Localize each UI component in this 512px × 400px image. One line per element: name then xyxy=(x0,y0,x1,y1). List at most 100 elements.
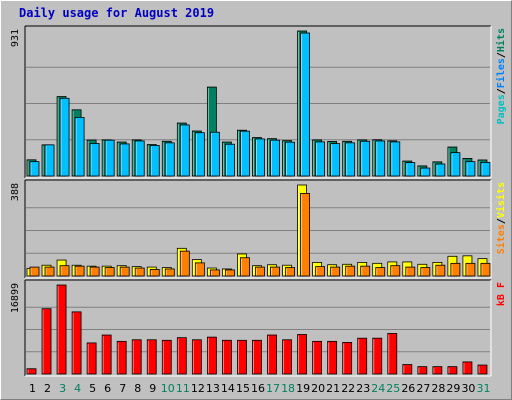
bar-files-day-24 xyxy=(375,140,386,177)
panel-1-max-label: 931 xyxy=(10,29,21,47)
bar-files-day-21 xyxy=(330,143,341,177)
x-tick-label-day-4: 4 xyxy=(74,382,81,395)
bar-sites-day-4 xyxy=(74,265,85,277)
legend-files: Files xyxy=(495,58,507,88)
bar-sites-day-20 xyxy=(315,266,326,277)
bar-files-day-31 xyxy=(480,162,491,177)
legend-sites: Sites xyxy=(495,224,507,254)
bar-kb-f-day-18 xyxy=(282,339,292,375)
panel-2-background xyxy=(25,180,491,278)
bar-kb-f-day-14 xyxy=(222,339,232,375)
bar-sites-day-26 xyxy=(405,266,416,277)
bar-kb-f-day-9 xyxy=(146,339,157,375)
bar-files-day-12 xyxy=(194,132,205,177)
x-tick-label-day-20: 20 xyxy=(311,382,325,395)
x-tick-label-day-23: 23 xyxy=(356,382,370,395)
bar-sites-day-30 xyxy=(465,262,476,277)
bar-kb-f-day-21 xyxy=(327,340,338,375)
bar-sites-day-11 xyxy=(179,250,190,277)
x-tick-label-day-9: 9 xyxy=(149,382,156,395)
x-tick-label-day-16: 16 xyxy=(251,382,265,395)
bar-kb-f-day-26 xyxy=(402,364,413,375)
bar-sites-day-2 xyxy=(44,266,55,277)
x-tick-label-day-14: 14 xyxy=(221,382,235,395)
bar-kb-f-day-25 xyxy=(387,333,398,375)
bar-files-day-6 xyxy=(104,139,115,177)
legend-hits: Hits xyxy=(495,28,507,52)
x-tick-label-day-17: 17 xyxy=(266,382,280,395)
bar-files-day-1 xyxy=(29,161,40,177)
x-tick-label-day-2: 2 xyxy=(44,382,51,395)
bar-kb-f-day-23 xyxy=(357,337,368,375)
bar-kb-f-day-24 xyxy=(372,337,383,375)
bar-files-day-22 xyxy=(345,142,356,177)
x-tick-label-day-8: 8 xyxy=(134,382,141,395)
bar-sites-day-14 xyxy=(225,269,235,277)
bar-kb-f-day-27 xyxy=(417,366,428,375)
bar-sites-day-18 xyxy=(285,267,295,277)
bar-files-day-30 xyxy=(465,161,476,177)
bar-files-day-20 xyxy=(315,141,326,177)
x-tick-label-day-22: 22 xyxy=(341,382,355,395)
bar-kb-f-day-1 xyxy=(26,368,37,375)
bar-kb-f-day-29 xyxy=(447,366,458,375)
bar-files-day-7 xyxy=(119,143,130,177)
bar-kb-f-day-19 xyxy=(297,334,307,375)
x-tick-label-day-30: 30 xyxy=(461,382,475,395)
x-tick-label-day-12: 12 xyxy=(191,382,205,395)
legend-separator: / xyxy=(496,88,507,94)
bar-sites-day-9 xyxy=(149,269,160,277)
bar-sites-day-24 xyxy=(375,267,386,277)
x-tick-label-day-29: 29 xyxy=(446,382,460,395)
bar-kb-f-day-28 xyxy=(432,366,443,375)
bar-kb-f-day-7 xyxy=(116,340,127,375)
bar-files-day-27 xyxy=(420,167,431,177)
chart-title: Daily usage for August 2019 xyxy=(19,6,215,20)
x-tick-label-day-13: 13 xyxy=(206,382,220,395)
bar-files-day-16 xyxy=(255,138,265,177)
x-tick-label-day-25: 25 xyxy=(386,382,400,395)
legend-pages: Pages xyxy=(496,94,507,124)
bar-sites-day-21 xyxy=(330,266,341,277)
x-tick-label-day-3: 3 xyxy=(59,382,66,395)
bar-files-day-9 xyxy=(149,145,160,177)
x-tick-label-day-11: 11 xyxy=(176,382,190,395)
panel-2-legend: Sites/Visits xyxy=(495,182,507,254)
bar-kb-f-day-2 xyxy=(41,308,52,375)
bar-sites-day-31 xyxy=(480,262,491,277)
bar-kb-f-day-4 xyxy=(71,311,82,375)
bar-sites-day-6 xyxy=(104,267,115,277)
bar-files-day-15 xyxy=(240,130,250,177)
bar-sites-day-22 xyxy=(345,265,356,277)
bar-sites-day-5 xyxy=(89,266,100,277)
bar-files-day-13 xyxy=(209,131,220,177)
bar-sites-day-19 xyxy=(300,193,310,277)
bar-kb-f-day-30 xyxy=(462,361,473,375)
bar-sites-day-25 xyxy=(390,265,401,277)
bar-sites-day-29 xyxy=(450,262,461,277)
x-tick-label-day-27: 27 xyxy=(416,382,430,395)
bar-files-day-10 xyxy=(164,142,175,177)
x-tick-label-day-6: 6 xyxy=(104,382,111,395)
bar-sites-day-28 xyxy=(435,264,446,277)
x-tick-label-day-31: 31 xyxy=(476,382,490,395)
bar-files-day-4 xyxy=(74,117,85,177)
bar-kb-f-day-10 xyxy=(161,339,172,375)
x-tick-label-day-19: 19 xyxy=(296,382,310,395)
bar-kb-f-day-31 xyxy=(477,364,488,375)
legend-separator: / xyxy=(496,52,507,58)
panel-3-max-label: 16899 xyxy=(10,283,21,313)
bar-files-day-3 xyxy=(59,97,70,177)
bar-sites-day-8 xyxy=(134,267,145,277)
bar-sites-day-1 xyxy=(29,266,40,277)
bar-kb-f-day-12 xyxy=(191,339,202,375)
bar-kb-f-day-17 xyxy=(267,334,277,375)
bar-sites-day-17 xyxy=(270,266,280,277)
x-tick-label-day-28: 28 xyxy=(431,382,445,395)
bar-files-day-18 xyxy=(285,141,295,177)
bar-files-day-29 xyxy=(450,152,461,177)
x-tick-label-day-18: 18 xyxy=(281,382,295,395)
bar-kb-f-day-13 xyxy=(206,336,217,375)
bar-files-day-2 xyxy=(44,144,55,177)
